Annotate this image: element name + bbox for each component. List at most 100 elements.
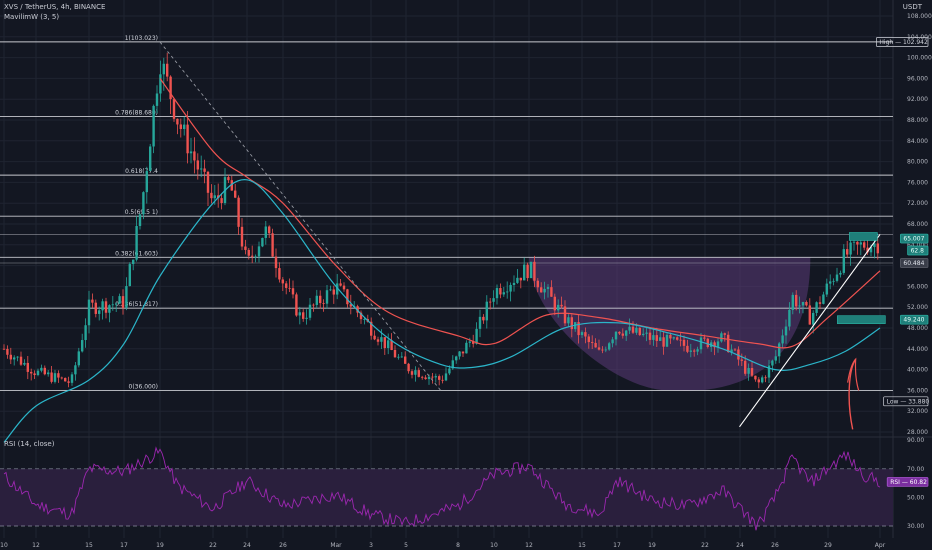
candle-body: [128, 264, 131, 287]
candle-body: [723, 333, 726, 335]
rsi-legend[interactable]: RSI (14, close): [4, 440, 55, 448]
candle-body: [720, 333, 723, 342]
candle-body: [305, 317, 308, 319]
price-tag-box: [900, 233, 929, 244]
candle-body: [322, 303, 325, 304]
candle-body: [832, 280, 835, 282]
candle-body: [77, 351, 80, 366]
candle-body: [138, 214, 142, 226]
candle-body: [706, 338, 709, 347]
candle-body: [23, 362, 26, 365]
rsi-tick-label: 30.00: [907, 523, 924, 530]
candle-body: [346, 289, 349, 305]
candle-body: [414, 370, 417, 375]
candle-body: [502, 292, 505, 295]
candle-body: [475, 328, 478, 344]
candle-body: [472, 341, 475, 344]
time-tick-label: 22: [701, 542, 709, 549]
candle-body: [393, 350, 397, 358]
time-tick-label: 8: [456, 542, 460, 549]
candle-body: [118, 296, 121, 304]
price-tag-text: High — 102.942: [879, 39, 928, 46]
candle-body: [818, 302, 822, 304]
cup-pattern: [529, 257, 811, 391]
candle-body: [336, 283, 339, 295]
candle-body: [570, 317, 573, 330]
candle-body: [254, 256, 257, 258]
candle-body: [540, 287, 543, 293]
price-tick-label: 100.000: [907, 55, 932, 62]
candle-body: [778, 343, 781, 357]
price-tick-label: 88.000: [907, 117, 928, 124]
candle-body: [19, 356, 23, 365]
candle-body: [421, 376, 424, 378]
candle-body: [189, 151, 193, 154]
candle-body: [50, 372, 53, 382]
candle-body: [135, 225, 138, 260]
candle-body: [376, 339, 380, 342]
candle-body: [676, 337, 679, 340]
candle-body: [193, 151, 196, 161]
rsi-indicator: [3, 446, 881, 531]
time-axis[interactable]: 10 12 15 17 19 22 24 26 Mar 3 5 8 10 12 15 17 19 22 24 26 29…: [0, 542, 886, 549]
candle-body: [774, 356, 777, 361]
candle-body: [648, 332, 652, 340]
ma-legend[interactable]: MavilimW (3, 5): [4, 13, 60, 21]
candle-body: [363, 319, 366, 320]
candle-body: [125, 286, 128, 308]
cup-area: [529, 257, 811, 391]
candle-body: [767, 365, 771, 378]
descending-trendline: [159, 41, 442, 391]
candle-body: [312, 304, 315, 306]
candle-body: [461, 351, 465, 354]
candle-body: [240, 226, 244, 247]
price-tag-box: [883, 396, 929, 407]
candle-body: [812, 312, 815, 325]
candle-body: [601, 349, 604, 351]
time-tick-label: 12: [525, 542, 533, 549]
price-tag-box: [900, 314, 929, 325]
time-tick-label: 10: [0, 542, 8, 549]
candle-body: [274, 256, 278, 269]
price-tag-box: [876, 37, 929, 47]
fib-level-label: 1(103.023): [125, 35, 158, 42]
moving-averages: [3, 78, 881, 443]
candle-body: [288, 287, 291, 289]
candle-body: [754, 375, 757, 380]
time-tick-label: 26: [771, 542, 779, 549]
candle-body: [822, 294, 825, 304]
time-tick-label: Mar: [330, 542, 342, 549]
fib-level-label: 0.618(77.4: [125, 168, 158, 175]
candle-body: [618, 331, 621, 334]
symbol-title[interactable]: XVS / TetherUS, 4h, BINANCE: [4, 3, 106, 11]
candle-body: [655, 335, 658, 341]
time-tick-label: 15: [578, 542, 586, 549]
price-tag-box: [907, 245, 929, 256]
price-tick-label: 64.000: [907, 242, 928, 249]
candle-body: [244, 246, 247, 250]
candle-body: [645, 332, 648, 334]
candle-body: [557, 304, 560, 311]
candle-body: [43, 367, 46, 375]
candle-body: [519, 277, 522, 281]
candle-body: [390, 340, 393, 351]
candle-body: [257, 246, 261, 257]
candle-body: [455, 356, 458, 361]
candle-body: [302, 312, 305, 319]
candle-body: [210, 192, 213, 199]
candle-body: [285, 283, 288, 288]
candle-body: [325, 290, 329, 304]
candle-body: [842, 249, 845, 273]
candle-body: [659, 337, 662, 341]
candle-body: [550, 287, 553, 297]
candle-body: [319, 295, 322, 304]
candle-body: [101, 301, 104, 311]
price-axis[interactable]: 28.000 32.000 36.000 40.000 44.000 48.000 52.0…: [907, 13, 932, 530]
candle-body: [67, 381, 70, 383]
candle-body: [560, 304, 563, 307]
trend-drawings[interactable]: [159, 41, 881, 430]
candle-body: [489, 301, 492, 303]
candle-body: [159, 74, 162, 94]
price-tick-label: 32.000: [907, 408, 928, 415]
